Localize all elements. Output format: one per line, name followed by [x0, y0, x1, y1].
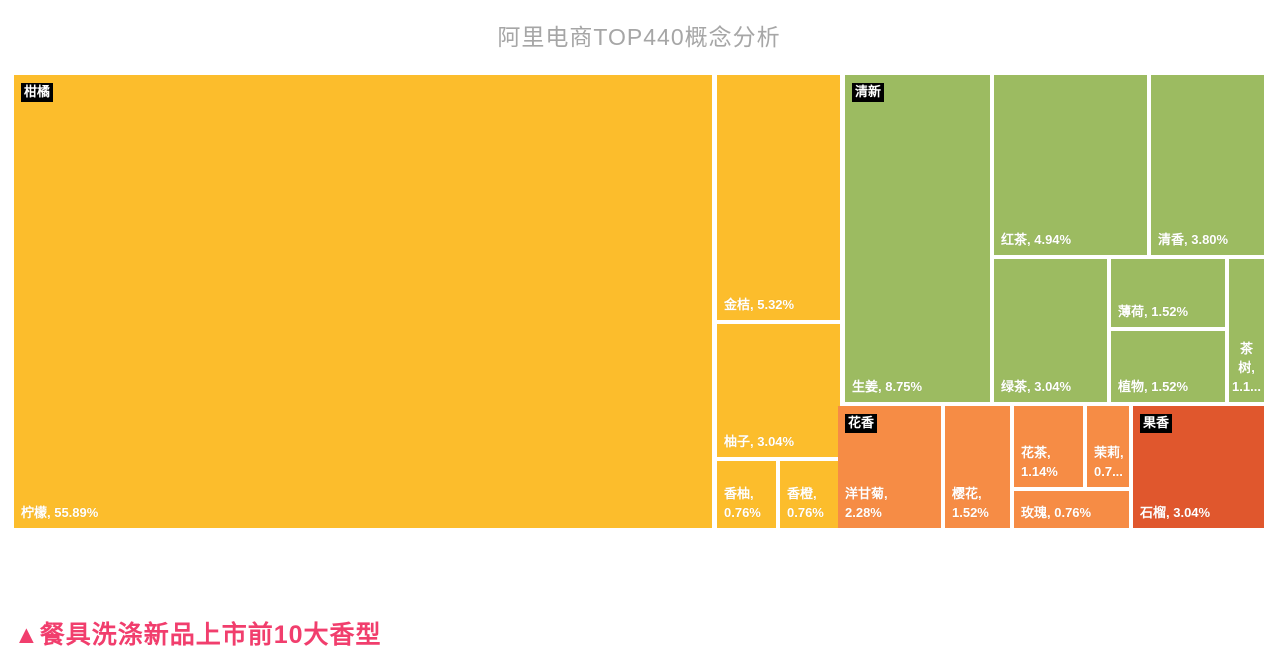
cell-label-sakura: 樱花, 1.52% [952, 486, 989, 521]
treemap-cell-plant[interactable]: 植物, 1.52% [1111, 331, 1225, 402]
cell-label-rose: 玫瑰, 0.76% [1021, 505, 1092, 521]
cell-label-flower-tea: 花茶, 1.14% [1021, 445, 1058, 480]
treemap-cell-pomelo[interactable]: 柚子, 3.04% [717, 324, 840, 457]
treemap-cell-rose[interactable]: 玫瑰, 0.76% [1014, 491, 1129, 528]
cell-label-sweet-pomelo: 香柚, 0.76% [724, 486, 761, 521]
treemap-cell-light-scent[interactable]: 清香, 3.80% [1151, 75, 1264, 255]
cell-label-orange: 香橙, 0.76% [787, 486, 824, 521]
treemap-cell-chamomile[interactable]: 花香 洋甘菊, 2.28% [838, 406, 941, 528]
treemap-cell-sakura[interactable]: 樱花, 1.52% [945, 406, 1010, 528]
treemap-cell-mint[interactable]: 薄荷, 1.52% [1111, 259, 1225, 327]
group-label-fresh: 清新 [852, 83, 885, 102]
treemap-cell-kumquat[interactable]: 金桔, 5.32% [717, 75, 840, 320]
footer-caption: ▲餐具洗涤新品上市前10大香型 [14, 621, 382, 649]
cell-label-light-scent: 清香, 3.80% [1158, 232, 1229, 248]
group-label-floral: 花香 [845, 414, 878, 433]
cell-label-tea-tree: 茶 树, 1.1... [1232, 341, 1261, 395]
group-label-citrus: 柑橘 [21, 83, 54, 102]
cell-label-plant: 植物, 1.52% [1118, 379, 1189, 395]
cell-label-ginger: 生姜, 8.75% [852, 379, 923, 395]
cell-label-mint: 薄荷, 1.52% [1118, 304, 1189, 320]
cell-label-pomegranate: 石榴, 3.04% [1140, 505, 1211, 521]
treemap-cell-jasmine[interactable]: 茉莉, 0.7... [1087, 406, 1129, 487]
group-label-fruity: 果香 [1140, 414, 1173, 433]
chart-title: 阿里电商TOP440概念分析 [497, 24, 781, 50]
cell-label-lemon: 柠檬, 55.89% [21, 505, 99, 521]
treemap: 柑橘 柠檬, 55.89% 金桔, 5.32% 柚子, 3.04% 香柚, 0.… [14, 75, 1264, 528]
cell-label-green-tea: 绿茶, 3.04% [1001, 379, 1072, 395]
treemap-cell-flower-tea[interactable]: 花茶, 1.14% [1014, 406, 1083, 487]
cell-label-pomelo: 柚子, 3.04% [724, 434, 795, 450]
treemap-cell-green-tea[interactable]: 绿茶, 3.04% [994, 259, 1107, 402]
cell-label-black-tea: 红茶, 4.94% [1001, 232, 1072, 248]
treemap-cell-black-tea[interactable]: 红茶, 4.94% [994, 75, 1147, 255]
treemap-cell-lemon[interactable]: 柑橘 柠檬, 55.89% [14, 75, 712, 528]
treemap-cell-orange[interactable]: 香橙, 0.76% [780, 461, 840, 528]
cell-label-kumquat: 金桔, 5.32% [724, 297, 795, 313]
cell-label-chamomile: 洋甘菊, 2.28% [845, 486, 888, 521]
treemap-cell-pomegranate[interactable]: 果香 石榴, 3.04% [1133, 406, 1264, 528]
treemap-cell-ginger[interactable]: 清新 生姜, 8.75% [845, 75, 990, 402]
cell-label-jasmine: 茉莉, 0.7... [1094, 445, 1124, 480]
treemap-cell-tea-tree[interactable]: 茶 树, 1.1... [1229, 259, 1264, 402]
treemap-cell-sweet-pomelo[interactable]: 香柚, 0.76% [717, 461, 776, 528]
